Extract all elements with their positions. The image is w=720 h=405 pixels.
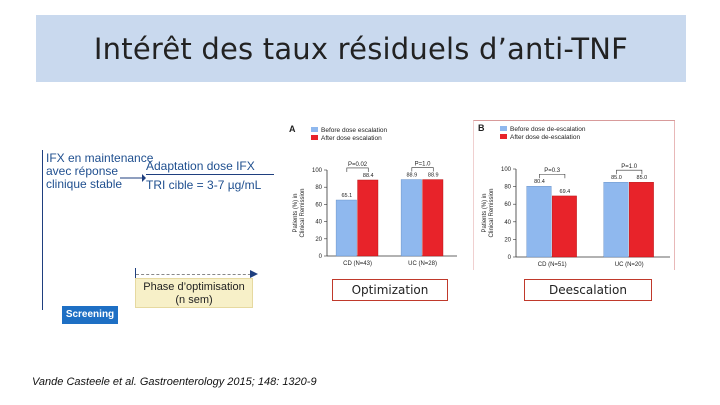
target-trough-label: TRI cible = 3-7 µg/mL [146,178,262,192]
p-bracket [616,169,643,175]
value-label: 88.4 [363,173,374,179]
y-tick-label: 80 [504,185,511,191]
slide-title: Intérêt des taux résiduels d’anti-TNF [93,31,629,66]
y-tick-label: 40 [315,220,322,226]
bar [335,199,357,257]
p-bracket [346,167,369,172]
phase-line-1: Phase d’optimisation [143,281,245,293]
y-tick-label: 20 [315,237,322,243]
y-tick-label: 60 [504,202,511,208]
bar [400,179,422,257]
panel-label: B [478,123,485,133]
maintenance-line-3: clinique stable [46,177,123,191]
legend-swatch [311,135,318,140]
value-label: 88.9 [428,173,439,179]
bar [422,179,444,257]
y-axis-label-line: Patients (%) in [482,193,488,232]
screening-badge: Screening [62,306,118,324]
legend-entry: Before dose escalation [321,127,388,134]
y-axis-label-line: Patients (%) in [293,193,299,232]
y-tick-label: 100 [501,167,512,173]
legend-entry: After dose escalation [321,135,382,142]
value-label: 69.4 [560,189,571,195]
bar [551,195,577,258]
arrow-right-icon [120,174,146,182]
phase-start-tick [135,268,136,280]
bar [357,179,379,257]
p-value-label: P=1.0 [415,162,432,168]
arrow-right-icon [250,270,258,278]
panel-b-border [674,121,675,270]
y-tick-label: 0 [508,255,512,261]
y-tick-label: 80 [315,185,322,191]
y-tick-label: 60 [315,202,322,208]
phase-duration-line [136,274,256,275]
panel-label: A [289,124,296,134]
bar [526,186,552,258]
dose-adaptation-line [146,174,274,175]
maintenance-line-2: avec réponse [46,164,119,178]
dose-adaptation-label: Adaptation dose IFX [146,159,255,173]
y-axis-label-line: Clinical Remission [489,188,495,237]
phase-line-2: (n sem) [175,294,213,306]
timeline-vertical-line [42,150,43,310]
value-label: 85.0 [611,175,622,181]
legend-swatch [500,134,507,139]
citation: Vande Casteele et al. Gastroenterology 2… [32,376,317,388]
title-banner: Intérêt des taux résiduels d’anti-TNF [36,15,686,82]
y-tick-label: 0 [319,254,323,260]
y-axis-label: Patients (%) inClinical Remission [293,188,306,237]
p-value-label: P=0.02 [348,162,368,168]
p-bracket [411,167,434,172]
x-tick-label: CD (N=51) [538,262,567,268]
value-label: 65.1 [341,193,352,199]
protocol-diagram: IFX en maintenance avec réponse clinique… [40,150,280,325]
legend-swatch [311,127,318,132]
value-label: 88.9 [406,173,417,179]
p-bracket [539,173,566,179]
legend-swatch [500,126,507,131]
bar [628,182,654,258]
chart-panel-a: A Before dose escalation After dose escala… [285,122,463,270]
maintenance-text: IFX en maintenance avec réponse clinique… [46,152,153,191]
legend-entry: After dose de-escalation [510,134,580,141]
y-axis-label-line: Clinical Remission [300,188,306,237]
bar [603,182,629,258]
y-axis-label: Patients (%) inClinical Remission [482,188,495,237]
x-tick-label: UC (N=28) [408,261,437,267]
p-value-label: P=1.0 [621,164,638,170]
maintenance-line-1: IFX en maintenance [46,151,154,165]
deescalation-label: Deescalation [524,279,652,301]
x-tick-label: UC (N=20) [615,262,644,268]
chart-panel-b: B Before dose de-escalation After dose de-… [473,120,675,270]
x-tick-label: CD (N=43) [343,261,372,267]
optimization-phase-box: Phase d’optimisation (n sem) [135,278,253,308]
optimization-label: Optimization [332,279,448,301]
y-tick-label: 40 [504,220,511,226]
y-tick-label: 100 [312,168,323,174]
value-label: 80.4 [534,179,545,185]
p-value-label: P=0.3 [544,168,561,174]
value-label: 85.0 [637,175,648,181]
legend-entry: Before dose de-escalation [510,126,586,133]
y-tick-label: 20 [504,237,511,243]
